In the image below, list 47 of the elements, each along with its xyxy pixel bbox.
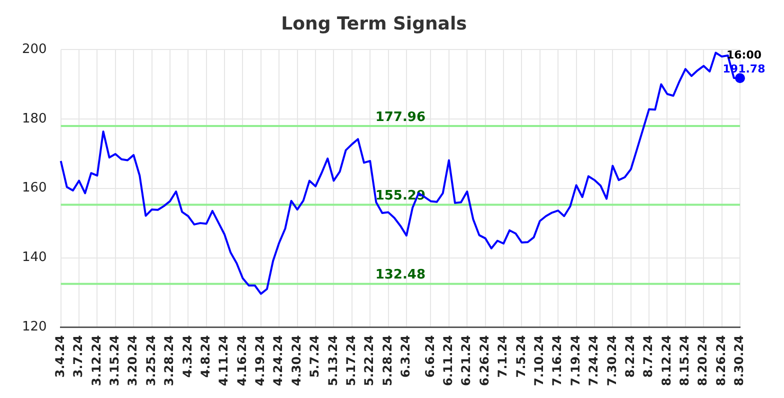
x-tick-label: 8.20.24: [696, 335, 710, 386]
x-tick-label: 3.15.24: [108, 335, 122, 386]
x-tick-label: 4.16.24: [234, 335, 249, 386]
x-tick-label: 4.11.24: [216, 335, 231, 386]
chart-title: Long Term Signals: [281, 13, 467, 34]
x-tick-label: 7.10.24: [532, 335, 546, 386]
y-tick-label: 200: [22, 42, 47, 57]
x-tick-label: 8.2.24: [622, 335, 637, 378]
x-tick-label: 8.12.24: [659, 335, 674, 386]
x-tick-label: 5.17.24: [344, 335, 358, 386]
x-tick-label: 4.8.24: [198, 335, 212, 378]
x-tick-label: 8.7.24: [641, 335, 656, 378]
x-tick-label: 3.25.24: [144, 335, 158, 386]
x-tick-label: 7.24.24: [586, 335, 601, 386]
x-tick-label: 6.11.24: [441, 335, 456, 386]
x-tick-label: 3.7.24: [71, 335, 86, 378]
x-tick-label: 4.3.24: [180, 335, 194, 378]
x-tick-label: 7.16.24: [550, 335, 564, 386]
y-tick-label: 120: [22, 320, 47, 335]
x-tick-label: 4.30.24: [289, 335, 304, 386]
annotation: 16:00: [726, 48, 762, 62]
x-tick-label: 6.3.24: [398, 335, 413, 378]
x-tick-label: 6.6.24: [422, 335, 437, 378]
x-tick-label: 8.15.24: [678, 335, 692, 386]
x-tick-label: 6.26.24: [477, 335, 492, 386]
ref-line-label: 177.96: [375, 110, 426, 125]
y-tick-label: 160: [22, 180, 47, 196]
x-tick-label: 7.19.24: [568, 335, 582, 386]
x-tick-label: 8.30.24: [732, 335, 746, 386]
x-tick-label: 3.12.24: [89, 335, 104, 386]
x-tick-label: 4.19.24: [253, 335, 268, 386]
x-tick-label: 5.28.24: [380, 335, 394, 386]
x-tick-label: 5.13.24: [326, 335, 340, 386]
x-tick-label: 8.26.24: [714, 335, 728, 386]
x-tick-label: 7.30.24: [604, 335, 619, 386]
x-tick-label: 7.1.24: [496, 335, 510, 378]
x-tick-label: 5.7.24: [308, 335, 322, 378]
x-tick-label: 7.5.24: [514, 335, 528, 378]
x-tick-label: 4.24.24: [271, 335, 286, 386]
y-tick-label: 140: [22, 250, 47, 266]
y-tick-label: 180: [22, 111, 47, 126]
x-tick-label: 6.21.24: [459, 335, 474, 386]
ref-line-label: 132.48: [375, 268, 426, 283]
x-tick-label: 3.20.24: [126, 335, 140, 386]
x-tick-label: 5.22.24: [362, 335, 376, 386]
x-tick-label: 3.28.24: [162, 335, 176, 386]
x-tick-label: 3.4.24: [52, 335, 67, 378]
